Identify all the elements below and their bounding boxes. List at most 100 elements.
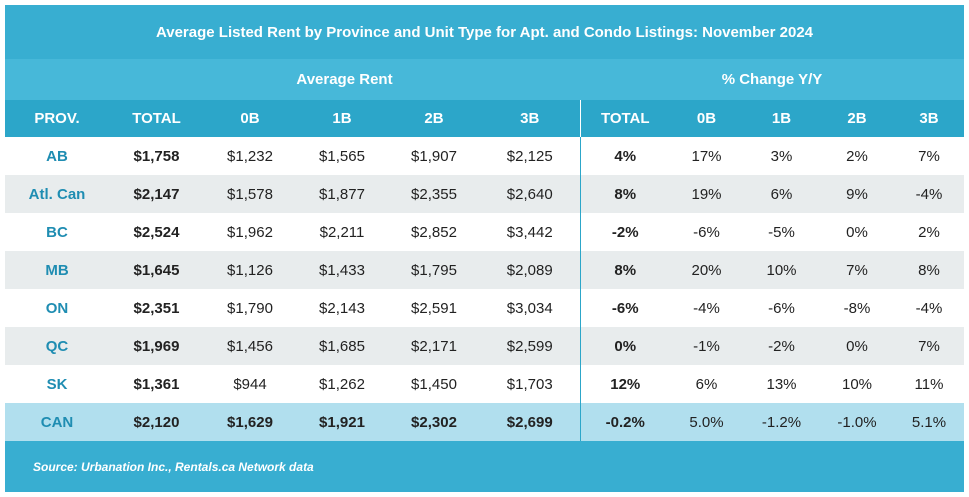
rent-table-figure: Average Listed Rent by Province and Unit… <box>5 5 964 492</box>
column-header: TOTAL <box>600 110 650 127</box>
table-cell: $2,852 <box>411 223 457 241</box>
column-header: 0B <box>696 110 717 127</box>
table-cell: $1,578 <box>227 185 273 203</box>
group-label-average-rent: Average Rent <box>296 71 393 88</box>
table-cell: 4% <box>614 147 637 165</box>
table-cell: 8% <box>918 261 940 279</box>
table-cell: 8% <box>614 261 637 279</box>
table-cell: $1,907 <box>411 147 457 165</box>
province-cell: BC <box>46 223 68 241</box>
table-row: AB $1,758 $1,232 $1,565 $1,907 $2,125 4% 17% 3% 2… <box>5 137 964 175</box>
province-cell: AB <box>46 147 68 165</box>
table-cell: -1.2% <box>761 413 802 431</box>
table-cell: $1,962 <box>227 223 273 241</box>
table-cell: $2,171 <box>411 337 457 355</box>
table-row: SK $1,361 $944 $1,262 $1,450 $1,703 12% 6% 13% 10… <box>5 365 964 403</box>
table-cell: $2,125 <box>480 137 581 175</box>
table-cell: $2,699 <box>480 403 581 441</box>
table-row: CAN $2,120 $1,629 $1,921 $2,302 $2,699 -0.2% 5.… <box>5 403 964 441</box>
column-header-row: PROV. TOTAL 0B 1B 2B 3B TOTAL 0B 1B 2B 3B <box>5 100 964 137</box>
table-cell: 7% <box>846 261 868 279</box>
table-cell: -1% <box>693 337 720 355</box>
province-cell: MB <box>45 261 69 279</box>
table-cell: 19% <box>691 185 722 203</box>
table-cell: 10% <box>766 261 797 279</box>
table-cell: 2% <box>846 147 868 165</box>
table-cell: $1,456 <box>227 337 273 355</box>
table-cell: 0% <box>846 337 868 355</box>
table-cell: $2,599 <box>480 327 581 365</box>
table-cell: 5.0% <box>689 413 724 431</box>
source-text: Source: Urbanation Inc., Rentals.ca Netw… <box>33 459 314 474</box>
table-body: AB $1,758 $1,232 $1,565 $1,907 $2,125 4% 17% 3% 2… <box>5 137 964 441</box>
table-cell: -0.2% <box>605 413 645 431</box>
column-header: 0B <box>240 110 260 127</box>
table-cell: $1,361 <box>133 375 180 393</box>
table-cell: 7% <box>918 337 940 355</box>
table-row: QC $1,969 $1,456 $1,685 $2,171 $2,599 0% -1% -2%… <box>5 327 964 365</box>
table-cell: $1,969 <box>133 337 180 355</box>
table-cell: 11% <box>914 375 944 393</box>
column-header: PROV. <box>34 110 80 127</box>
table-row: Atl. Can $2,147 $1,578 $1,877 $2,355 $2,640 8%… <box>5 175 964 213</box>
province-cell: Atl. Can <box>28 185 86 203</box>
table-title: Average Listed Rent by Province and Unit… <box>5 5 964 59</box>
table-cell: $1,685 <box>319 337 365 355</box>
table-cell: -2% <box>611 223 639 241</box>
table-cell: 0% <box>614 337 637 355</box>
table-cell: 8% <box>614 185 637 203</box>
table-cell: -4% <box>915 299 943 317</box>
province-cell: QC <box>45 337 69 355</box>
table-cell: 9% <box>846 185 868 203</box>
table-cell: -6% <box>768 299 795 317</box>
table-row: BC $2,524 $1,962 $2,211 $2,852 $3,442 -2% -6% -5… <box>5 213 964 251</box>
table-cell: $1,450 <box>411 375 457 393</box>
table-cell: -8% <box>843 299 871 317</box>
table-cell: 20% <box>691 261 722 279</box>
table-cell: 3% <box>770 147 793 165</box>
column-header: TOTAL <box>132 110 181 127</box>
rent-table: PROV. TOTAL 0B 1B 2B 3B TOTAL 0B 1B 2B 3B AB $1,758… <box>5 100 964 441</box>
column-header: 3B <box>480 100 581 137</box>
column-header: 3B <box>919 110 939 127</box>
table-cell: $3,034 <box>480 289 581 327</box>
table-cell: $2,640 <box>480 175 581 213</box>
table-cell: -6% <box>693 223 720 241</box>
table-cell: $1,758 <box>133 147 180 165</box>
column-header: 2B <box>847 110 867 127</box>
province-cell: CAN <box>40 413 74 431</box>
table-cell: $2,591 <box>411 299 457 317</box>
table-cell: $3,442 <box>480 213 581 251</box>
table-cell: 10% <box>841 375 873 393</box>
table-cell: $1,921 <box>319 413 365 431</box>
table-row: ON $2,351 $1,790 $2,143 $2,591 $3,034 -6% -4% -6… <box>5 289 964 327</box>
table-cell: -1.0% <box>837 413 877 431</box>
table-cell: -5% <box>768 223 795 241</box>
table-cell: $1,795 <box>411 261 457 279</box>
table-cell: -2% <box>768 337 795 355</box>
table-cell: 6% <box>695 375 718 393</box>
column-header: 2B <box>424 110 444 127</box>
table-cell: $2,211 <box>319 223 365 241</box>
table-cell: 5.1% <box>911 413 947 431</box>
table-cell: $2,147 <box>133 185 180 203</box>
group-label-change-yy: % Change Y/Y <box>721 71 823 88</box>
table-cell: $2,524 <box>133 223 180 241</box>
table-cell: $2,089 <box>480 251 581 289</box>
column-header: 1B <box>332 110 352 127</box>
province-cell: ON <box>45 299 69 317</box>
table-cell: $1,126 <box>227 261 273 279</box>
table-cell: 2% <box>918 223 940 241</box>
table-cell: $2,351 <box>133 299 180 317</box>
table-cell: 12% <box>610 375 641 393</box>
province-cell: SK <box>46 375 68 393</box>
table-cell: $944 <box>233 375 267 393</box>
table-cell: $2,143 <box>319 299 365 317</box>
table-cell: $1,629 <box>227 413 273 431</box>
table-cell: $1,703 <box>480 365 581 403</box>
table-cell: -4% <box>693 299 720 317</box>
table-cell: -6% <box>611 299 639 317</box>
table-cell: 6% <box>770 185 793 203</box>
table-cell: $1,232 <box>227 147 273 165</box>
table-cell: 17% <box>691 147 722 165</box>
